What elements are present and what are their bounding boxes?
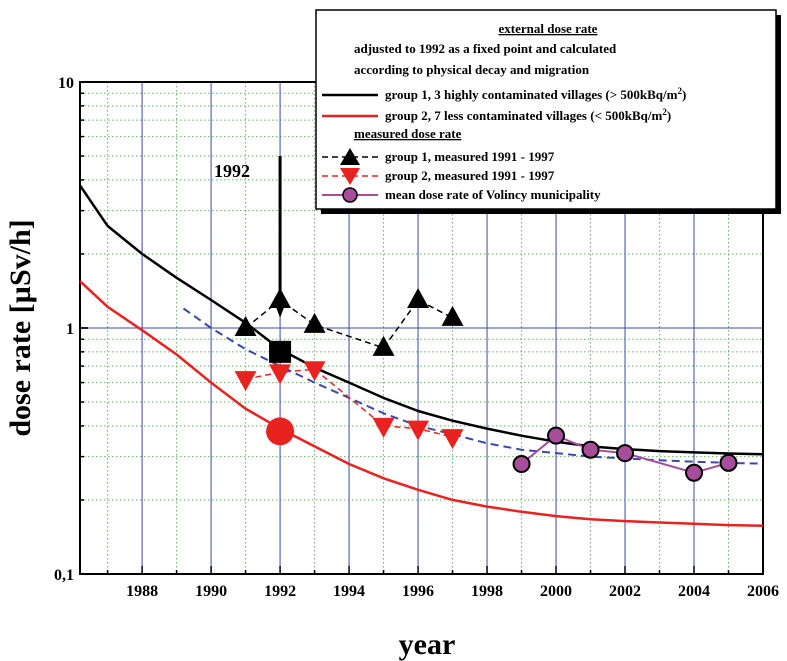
y-tick-label: 1 xyxy=(66,321,74,338)
legend-heading-external: external dose rate xyxy=(499,21,598,36)
x-tick-label: 1996 xyxy=(402,583,434,600)
data-point-group1-meas xyxy=(372,335,395,356)
series-line-blue-dashed xyxy=(182,307,764,465)
data-point-group1-meas xyxy=(441,305,464,326)
data-point-volincy xyxy=(547,426,566,445)
data-point-volincy xyxy=(685,463,704,482)
legend-swatch-group2-meas-marker xyxy=(340,168,360,185)
series-line-group2-calc xyxy=(79,280,764,528)
x-tick-label: 1998 xyxy=(471,583,503,600)
legend-label-volincy: mean dose rate of Volincy municipality xyxy=(385,187,601,202)
data-point-group1-meas xyxy=(234,316,257,336)
x-tick-label: 2002 xyxy=(609,583,641,600)
series-line-group1-calc xyxy=(78,184,764,456)
legend-swatch-volincy-marker xyxy=(342,187,358,203)
x-tick-label: 1990 xyxy=(195,583,227,600)
x-axis-title: year xyxy=(399,628,456,661)
legend-note-line-2: according to physical decay and migratio… xyxy=(354,62,590,77)
data-point-1992-square xyxy=(269,340,292,363)
data-point-1992-circle xyxy=(266,417,295,446)
x-tick-label: 2006 xyxy=(747,583,779,600)
data-point-group1-meas xyxy=(407,287,430,308)
legend-label-group1-calc: group 1, 3 highly contaminated villages … xyxy=(385,86,686,102)
data-point-volincy xyxy=(719,453,738,472)
annotation-arrow-head xyxy=(274,301,287,318)
data-point-volincy xyxy=(581,440,600,459)
axis-ticks xyxy=(80,81,764,575)
annotation-arrow xyxy=(274,156,287,318)
legend-box xyxy=(315,9,777,210)
data-point-volincy xyxy=(616,444,635,463)
data-point-group2-meas xyxy=(303,361,326,382)
y-tick-label: 0,1 xyxy=(54,567,74,584)
legend-label-group2-meas: group 2, measured 1991 - 1997 xyxy=(385,168,555,183)
legend-label-group1-meas: group 1, measured 1991 - 1997 xyxy=(385,149,555,164)
data-point-group2-meas xyxy=(234,371,257,392)
series-layer xyxy=(78,184,764,528)
series-line-group2-meas xyxy=(245,368,453,438)
x-tick-label: 2000 xyxy=(540,583,572,600)
data-point-group1-meas xyxy=(303,312,326,333)
data-point-volincy xyxy=(512,454,531,473)
data-point-group2-meas xyxy=(269,364,292,385)
annotation-label: 1992 xyxy=(214,161,250,181)
data-point-group2-meas xyxy=(407,420,430,441)
x-tick-label: 1994 xyxy=(333,583,365,600)
x-tick-labels: 1988 1990 1992 1994 1996 1998 2000 2002 2004 2006 xyxy=(126,583,779,600)
legend-swatch-group1-meas-marker xyxy=(340,148,360,165)
data-point-group2-meas xyxy=(372,417,395,438)
x-tick-label: 1992 xyxy=(264,583,296,600)
y-axis-title: dose rate [µSv/h] xyxy=(4,219,37,436)
y-tick-labels: 0,1 1 10 xyxy=(54,75,74,584)
legend-label-group2-calc: group 2, 7 less contaminated villages (<… xyxy=(385,107,671,123)
legend-heading-measured: measured dose rate xyxy=(354,126,462,141)
data-point-group2-meas xyxy=(441,429,464,450)
x-tick-label: 2004 xyxy=(678,583,710,600)
x-tick-label: 1988 xyxy=(126,583,158,600)
legend: external dose rate adjusted to 1992 as a… xyxy=(315,9,781,214)
legend-note-line-1: adjusted to 1992 as a fixed point and ca… xyxy=(354,41,617,56)
y-tick-label: 10 xyxy=(58,75,74,92)
